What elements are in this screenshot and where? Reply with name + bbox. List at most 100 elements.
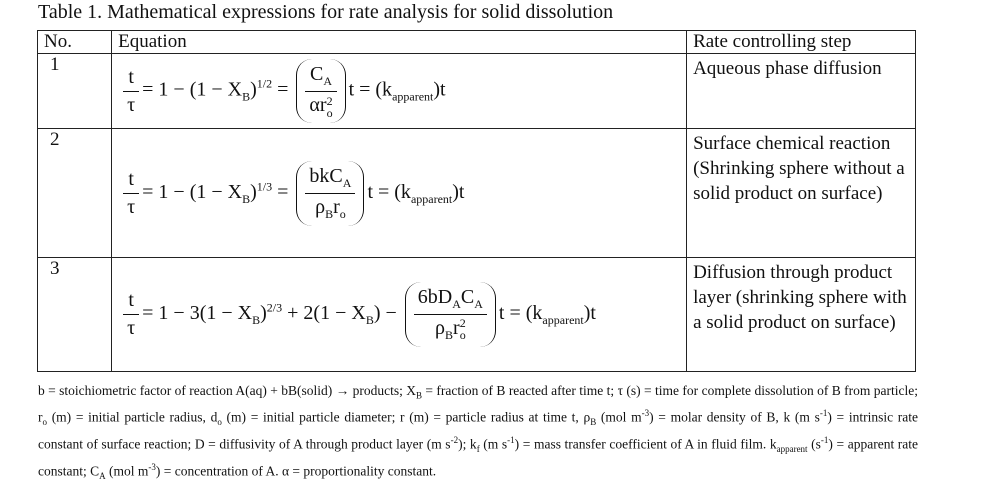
denominator: τ	[123, 92, 139, 117]
subscript: apparent	[542, 313, 584, 328]
text: t	[128, 289, 134, 311]
step-cell: Diffusion through product layer (shrinki…	[686, 257, 916, 372]
text: = 1 − (1 − X	[142, 78, 243, 101]
subscript: o	[42, 417, 48, 428]
equation-cell: t τ = 1 − 3(1 − XB)2/3 + 2(1 − XB) − 6bDAC…	[111, 257, 688, 372]
denominator: αr 2 o	[305, 92, 336, 118]
subscript: o	[326, 105, 333, 120]
text: (m) = initial particle radius, d	[47, 409, 218, 425]
subscript: apparent	[392, 89, 434, 104]
subscript: o	[217, 417, 222, 428]
superscript: 2	[459, 316, 466, 331]
text: ) = mass transfer coefficient of A in fl…	[514, 436, 777, 452]
numerator: CA	[305, 63, 337, 93]
superscript: -1	[819, 408, 828, 419]
superscript: 1/2	[256, 76, 273, 91]
text: ) = molar density of B, k (m s	[649, 409, 820, 425]
fraction: 6bDACA ρBr 2 o	[404, 282, 496, 347]
text: + 2(1 − X	[282, 302, 366, 325]
superscript: 2	[326, 93, 333, 108]
text: ρ	[315, 195, 326, 218]
equation-cell: t τ = 1 − (1 − XB)1/3 = bkCA ρBro t = (kappa…	[111, 128, 688, 258]
row: 2 t τ = 1 − (1 − XB)1/3 = bkCA ρBro t = (kapp…	[36, 128, 916, 258]
text: ρ	[435, 317, 445, 339]
number-cell: 1	[36, 53, 113, 129]
text: t = (k	[367, 180, 411, 203]
text: bkC	[309, 164, 343, 187]
row-number: 2	[50, 129, 60, 150]
text: (mol m	[105, 463, 149, 479]
text: )	[250, 180, 257, 203]
header-cell: Rate controlling step	[686, 30, 916, 54]
equation: t τ = 1 − (1 − XB)1/2 = CA αr 2 o t = (kappare…	[120, 59, 686, 123]
subscript: B	[242, 191, 251, 206]
subscript: apparent	[776, 444, 808, 455]
text: (mol m	[596, 409, 642, 425]
subscript: A	[452, 297, 461, 311]
text: =	[272, 180, 294, 203]
text: ) −	[373, 302, 402, 325]
text: t = (k	[498, 302, 543, 325]
text: C	[460, 286, 475, 308]
text: b = stoichiometric factor of reaction A(…	[38, 383, 416, 398]
text: ) = apparent rate constant; C	[38, 436, 919, 479]
number-cell: 3	[36, 257, 113, 372]
subscript: B	[242, 89, 251, 104]
text: )	[250, 78, 257, 101]
subscript: A	[323, 74, 332, 89]
text: ); k	[458, 436, 477, 452]
text: t	[128, 65, 134, 88]
rate-step: Surface chemical reaction (Shrinking sph…	[693, 133, 905, 204]
text: r	[333, 195, 340, 218]
table-title: Table 1. Mathematical expressions for ra…	[38, 1, 614, 23]
text: )	[260, 302, 267, 325]
subscript: o	[339, 206, 346, 221]
header-row: No. Equation Rate controlling step	[36, 30, 916, 54]
text: = 1 − 3(1 − X	[142, 302, 253, 325]
superscript: 2/3	[266, 300, 283, 315]
superscript: -3	[148, 461, 156, 472]
row: 3 t τ = 1 − 3(1 − XB)2/3 + 2(1 − XB) − 6bDA…	[36, 257, 916, 372]
text: ) = concentration of A. α = proportional…	[155, 463, 437, 479]
header-cell: No.	[36, 30, 113, 54]
number-cell: 2	[36, 128, 113, 258]
subscript: apparent	[410, 191, 453, 206]
numerator: bkCA	[305, 164, 356, 194]
text: τ	[127, 195, 136, 218]
text: (s	[807, 436, 821, 452]
numerator: 6bDACA	[413, 286, 487, 315]
subscript: A	[99, 470, 106, 481]
rate-step: Diffusion through product layer (shrinki…	[693, 262, 907, 333]
text: t	[128, 167, 134, 190]
subscript: B	[325, 206, 334, 221]
text: (m) = initial particle diameter; r (m) =…	[221, 409, 591, 425]
equation: t τ = 1 − 3(1 − XB)2/3 + 2(1 − XB) − 6bDAC…	[120, 282, 686, 347]
numerator: t	[123, 167, 140, 194]
text: r	[453, 317, 460, 339]
text: )t	[433, 78, 446, 101]
numerator: t	[123, 289, 140, 315]
text: αr	[309, 94, 327, 117]
subscript: A	[474, 297, 483, 311]
row-number: 3	[50, 258, 60, 279]
text: C	[309, 63, 324, 86]
step-cell: Aqueous phase diffusion	[686, 53, 916, 129]
subscript: f	[476, 444, 480, 455]
denominator: ρBr 2 o	[414, 315, 487, 343]
equation-cell: t τ = 1 − (1 − XB)1/2 = CA αr 2 o t = (kappare…	[111, 53, 688, 129]
text: 6bD	[417, 286, 453, 308]
superscript: -3	[641, 408, 650, 419]
fraction: bkCA ρBro	[296, 160, 365, 226]
row: 1 t τ = 1 − (1 − XB)1/2 = CA αr 2 o t = (kappar…	[36, 53, 916, 129]
text: τ	[127, 317, 136, 339]
superscript: -2	[450, 434, 459, 445]
subscript: o	[459, 328, 466, 343]
superscript: -1	[820, 434, 829, 445]
table: No. Equation Rate controlling step 1 t τ = …	[36, 30, 916, 372]
text: t = (k	[348, 78, 393, 101]
row-number: 1	[50, 54, 60, 75]
footnote: b = stoichiometric factor of reaction A(…	[38, 382, 918, 485]
text: =	[272, 78, 294, 101]
